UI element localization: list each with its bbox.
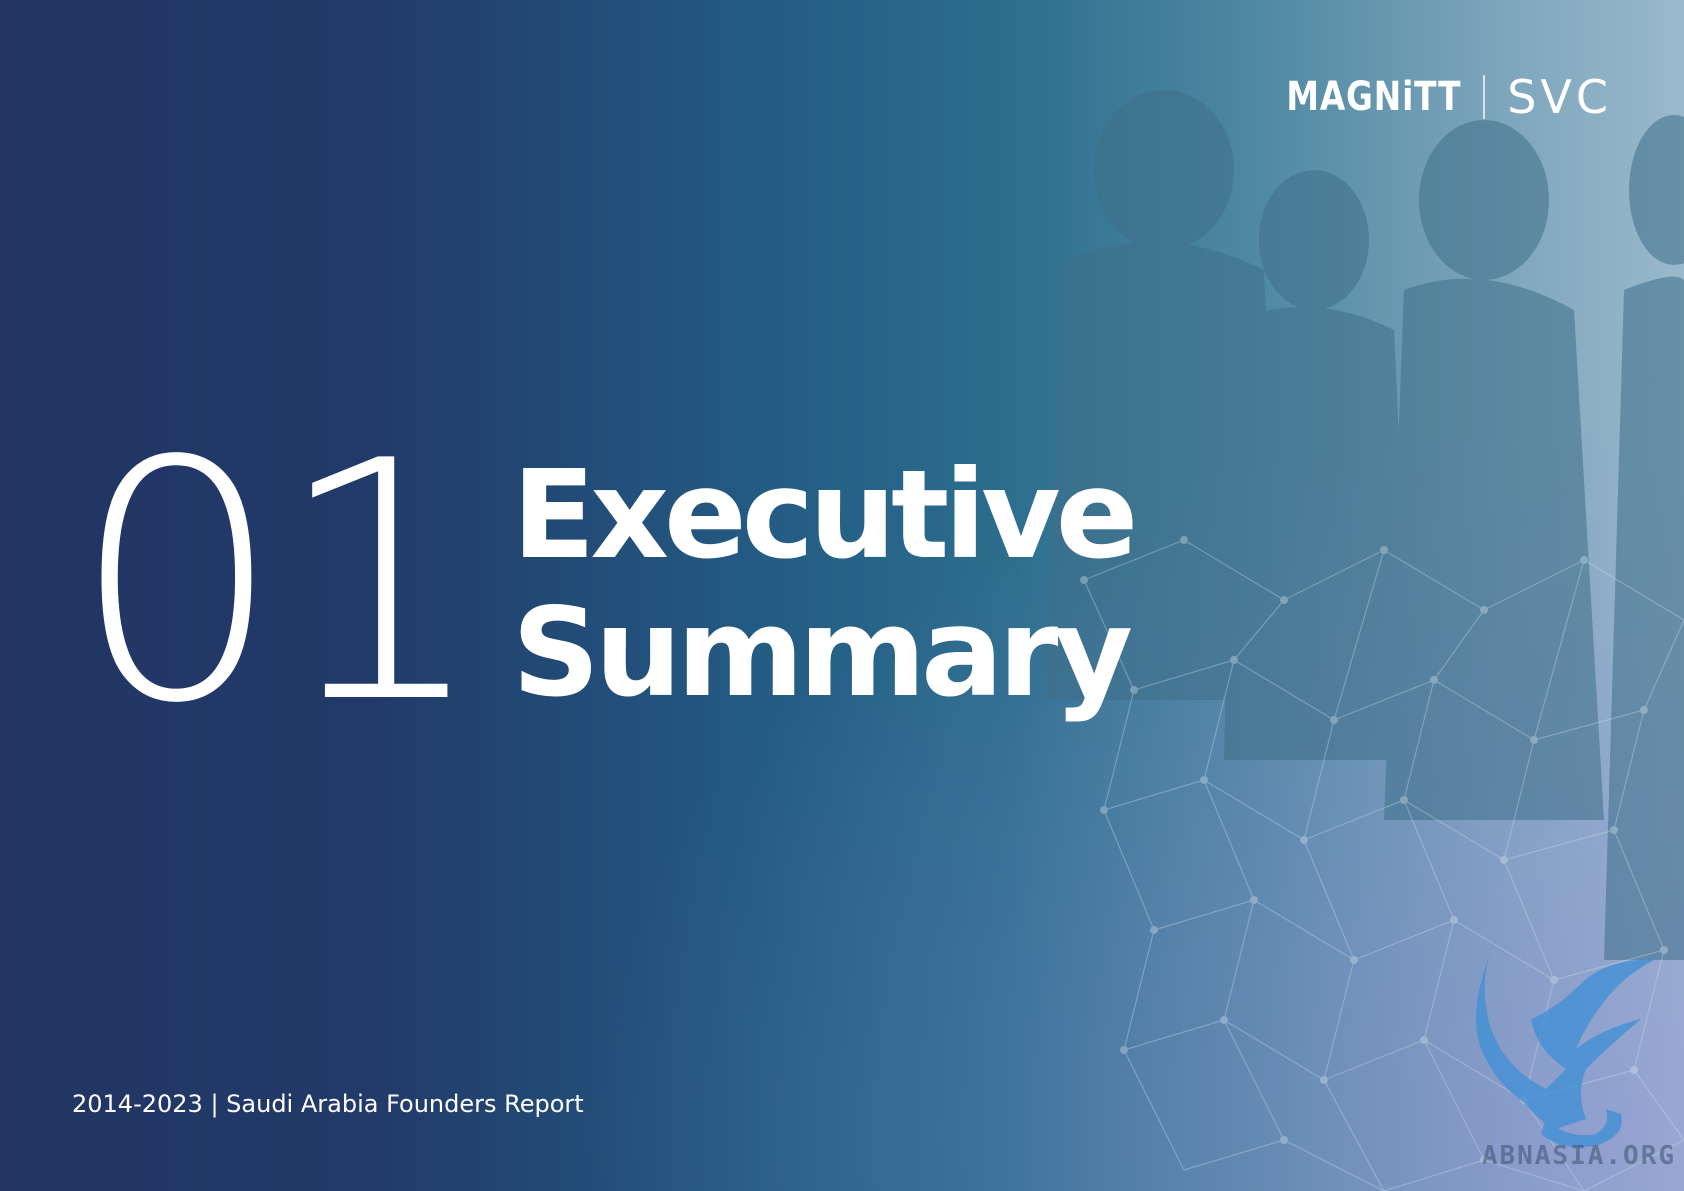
svc-logo: SVC — [1507, 70, 1612, 124]
magnitt-logo: MAGNiTT — [1286, 74, 1462, 120]
report-footer: 2014-2023 | Saudi Arabia Founders Report — [72, 1090, 584, 1118]
people-silhouette-image — [1044, 90, 1684, 960]
logo-divider — [1483, 75, 1486, 119]
partner-logos: MAGNiTT SVC — [1248, 74, 1612, 120]
section-title: Executive Summary — [512, 444, 1138, 724]
watermark-text: ABNASIA.ORG — [1481, 1141, 1676, 1171]
network-pattern-image — [1080, 536, 1684, 1191]
section-title-line-2: Summary — [512, 582, 1133, 724]
griffin-watermark-icon — [1476, 939, 1656, 1148]
section-number: 01 — [72, 391, 486, 775]
section-title-line-1: Executive — [512, 444, 1138, 586]
